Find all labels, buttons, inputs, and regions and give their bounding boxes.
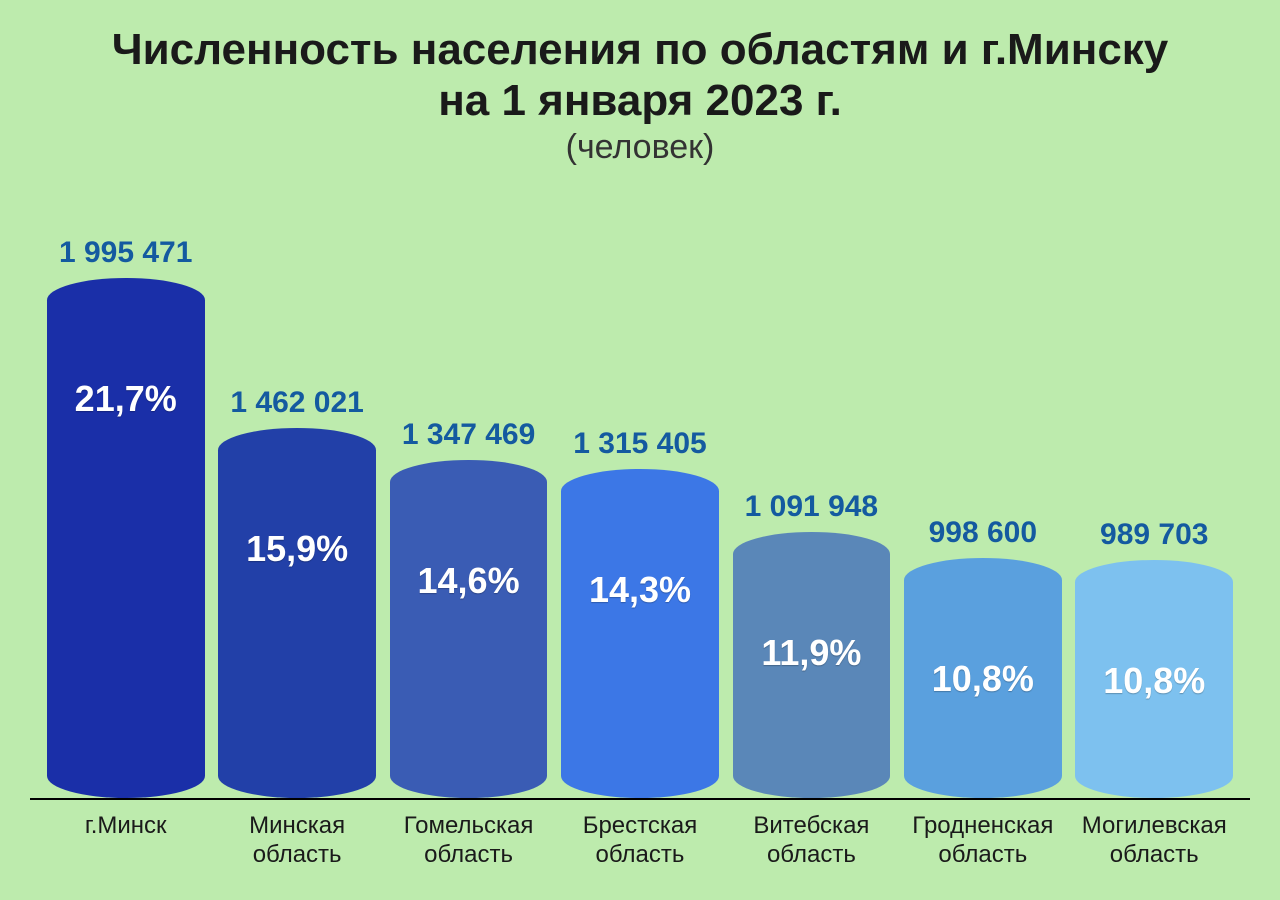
bar-col: 1 995 471 21,7% xyxy=(40,177,211,798)
value-label: 1 462 021 xyxy=(230,386,363,420)
bar-pill: 14,3% xyxy=(561,469,719,798)
value-label: 989 703 xyxy=(1100,518,1208,552)
value-label: 1 347 469 xyxy=(402,418,535,452)
category-label: Брестская область xyxy=(554,812,725,870)
bars-row: 1 995 471 21,7% 1 462 021 15,9% 1 347 469 14,… xyxy=(30,177,1250,800)
bar-col: 989 703 10,8% xyxy=(1069,177,1240,798)
bar-pill: 11,9% xyxy=(733,532,891,798)
title-line-2: на 1 января 2023 г. xyxy=(30,76,1250,127)
bar-col: 1 462 021 15,9% xyxy=(211,177,382,798)
bar-col: 998 600 10,8% xyxy=(897,177,1068,798)
category-label: Витебская область xyxy=(726,812,897,870)
chart-area: 1 995 471 21,7% 1 462 021 15,9% 1 347 469 14,… xyxy=(30,177,1250,870)
bar-pill: 21,7% xyxy=(47,278,205,798)
category-label: Могилевская область xyxy=(1069,812,1240,870)
category-row: г.МинскМинская областьГомельская область… xyxy=(30,800,1250,870)
pct-label: 14,6% xyxy=(418,560,520,602)
value-label: 1 995 471 xyxy=(59,236,192,270)
category-label: Гомельская область xyxy=(383,812,554,870)
value-label: 1 315 405 xyxy=(573,427,706,461)
pct-label: 11,9% xyxy=(761,632,861,674)
subtitle: (человек) xyxy=(30,128,1250,167)
pct-label: 14,3% xyxy=(589,569,691,611)
category-label: Гродненская область xyxy=(897,812,1068,870)
page: Численность населения по областям и г.Ми… xyxy=(0,0,1280,900)
bar-pill: 14,6% xyxy=(390,460,548,798)
pct-label: 21,7% xyxy=(75,378,177,420)
bar-pill: 10,8% xyxy=(1075,560,1233,798)
bar-col: 1 347 469 14,6% xyxy=(383,177,554,798)
category-label: г.Минск xyxy=(40,812,211,870)
bar-col: 1 315 405 14,3% xyxy=(554,177,725,798)
title-line-1: Численность населения по областям и г.Ми… xyxy=(30,25,1250,76)
value-label: 998 600 xyxy=(929,516,1037,550)
bar-col: 1 091 948 11,9% xyxy=(726,177,897,798)
bar-pill: 10,8% xyxy=(904,558,1062,798)
pct-label: 10,8% xyxy=(932,658,1034,700)
category-label: Минская область xyxy=(211,812,382,870)
value-label: 1 091 948 xyxy=(745,490,878,524)
bar-pill: 15,9% xyxy=(218,428,376,798)
pct-label: 15,9% xyxy=(246,528,348,570)
pct-label: 10,8% xyxy=(1103,660,1205,702)
title-block: Численность населения по областям и г.Ми… xyxy=(30,25,1250,167)
